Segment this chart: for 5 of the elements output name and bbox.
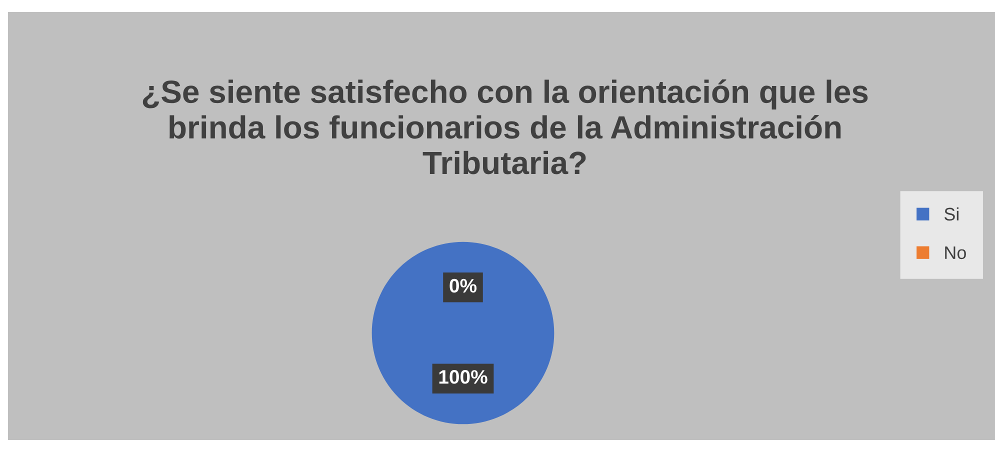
- chart-title: ¿Se siente satisfecho con la orientación que les brinda los funcionarios de la Administración Tributaria?: [142, 79, 868, 174]
- legend-label: Si: [944, 207, 958, 221]
- data-label: 100%: [439, 370, 488, 384]
- legend-label: No: [945, 246, 966, 260]
- text: 0%: [450, 278, 477, 293]
